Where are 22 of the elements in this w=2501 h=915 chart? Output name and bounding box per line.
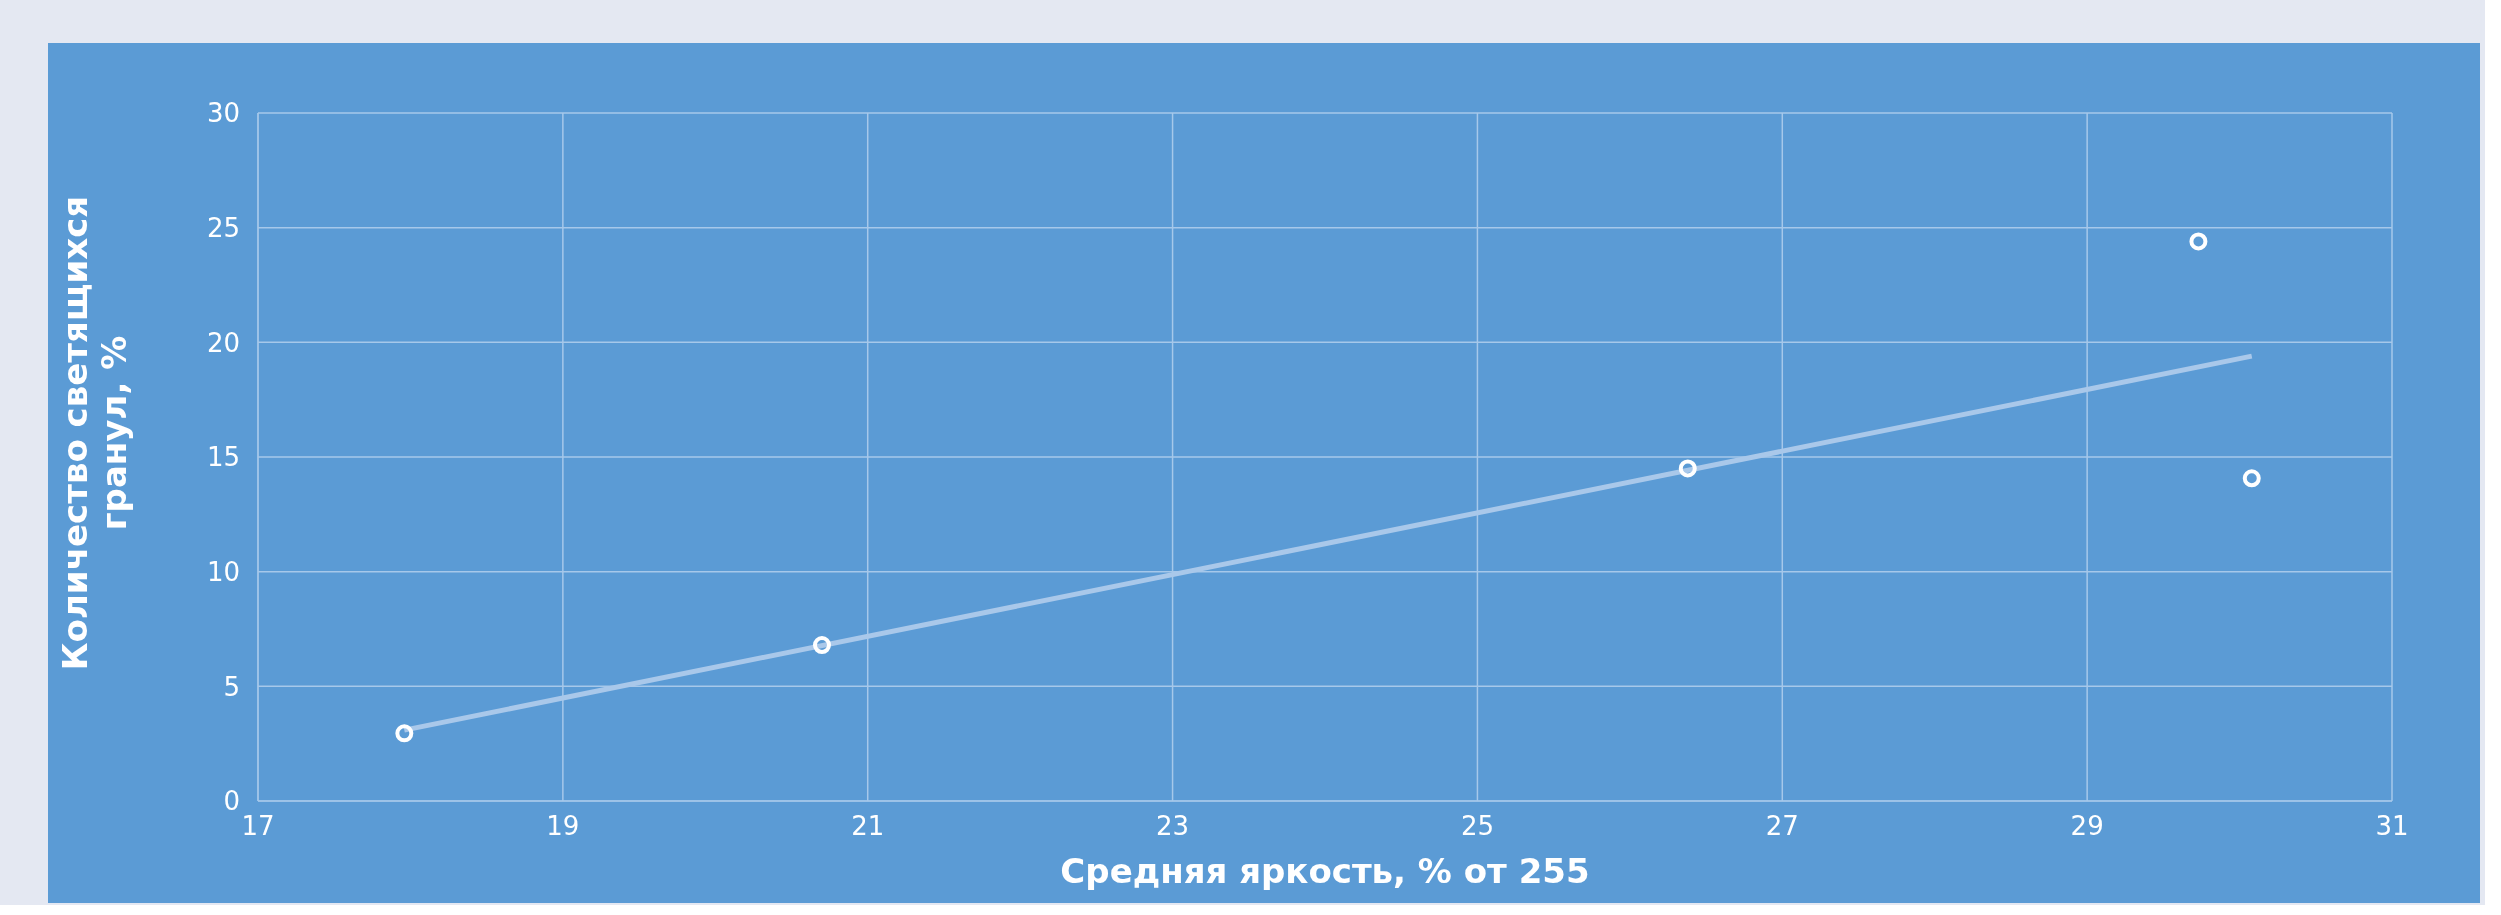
- y-tick-label: 30: [206, 98, 240, 129]
- point: [812, 636, 831, 655]
- x-tick-label: 21: [851, 811, 885, 842]
- y-tick-label: 10: [206, 556, 240, 587]
- point: [2242, 469, 2261, 488]
- point: [1678, 459, 1697, 478]
- y-axis-title: Количество светящихся гранул, %: [55, 194, 135, 673]
- y-tick-label: 5: [223, 671, 240, 702]
- y-tick-label: 0: [223, 786, 240, 817]
- x-axis-title: Средняя яркость, % от 255: [1060, 851, 1590, 891]
- x-tick-label: 19: [546, 811, 580, 842]
- x-tick-label: 17: [241, 811, 275, 842]
- x-tick-label: 23: [1156, 811, 1190, 842]
- x-tick-label: 31: [2375, 811, 2409, 842]
- y-tick-label: 20: [206, 327, 240, 358]
- x-tick-label: 27: [1765, 811, 1799, 842]
- x-tick-label: 29: [2070, 811, 2104, 842]
- point: [2189, 232, 2208, 251]
- y-tick-label: 15: [206, 442, 240, 473]
- y-tick-label: 25: [206, 212, 240, 243]
- x-tick-label: 25: [1460, 811, 1494, 842]
- point: [395, 724, 414, 743]
